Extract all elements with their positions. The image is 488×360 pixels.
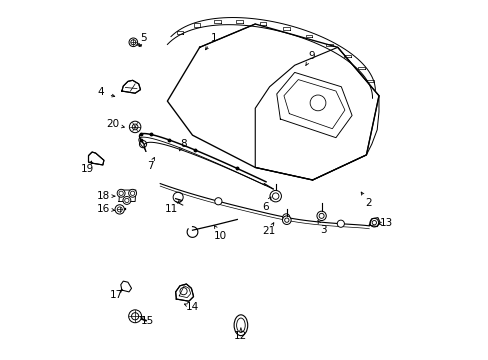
Text: 5: 5 xyxy=(140,33,146,43)
Text: 15: 15 xyxy=(140,316,153,325)
Text: 9: 9 xyxy=(307,51,314,61)
Ellipse shape xyxy=(234,315,247,336)
Circle shape xyxy=(316,211,325,221)
Polygon shape xyxy=(122,80,140,93)
Circle shape xyxy=(128,189,136,197)
Text: 20: 20 xyxy=(106,120,119,129)
Text: 12: 12 xyxy=(234,331,247,341)
Circle shape xyxy=(282,214,289,221)
Text: 18: 18 xyxy=(97,191,110,201)
Text: 3: 3 xyxy=(320,225,326,235)
Text: 11: 11 xyxy=(165,204,178,214)
Text: 17: 17 xyxy=(109,290,122,300)
Polygon shape xyxy=(175,284,193,301)
Text: 10: 10 xyxy=(213,231,226,240)
Circle shape xyxy=(122,197,131,204)
Text: 13: 13 xyxy=(379,218,392,228)
Text: 19: 19 xyxy=(81,164,94,174)
Circle shape xyxy=(115,205,124,214)
Circle shape xyxy=(269,190,281,202)
Text: 7: 7 xyxy=(146,161,153,171)
Circle shape xyxy=(128,310,142,323)
Text: 1: 1 xyxy=(210,33,217,43)
Text: 4: 4 xyxy=(98,87,104,97)
Text: 8: 8 xyxy=(180,139,186,149)
Circle shape xyxy=(129,121,141,133)
Text: 16: 16 xyxy=(97,204,110,214)
Polygon shape xyxy=(88,152,104,165)
Circle shape xyxy=(117,189,125,197)
Text: 21: 21 xyxy=(262,226,275,236)
Circle shape xyxy=(129,38,137,46)
Circle shape xyxy=(282,216,290,225)
Text: 14: 14 xyxy=(185,302,199,312)
Text: 2: 2 xyxy=(364,198,371,208)
Text: 6: 6 xyxy=(262,202,268,212)
Circle shape xyxy=(337,220,344,227)
Circle shape xyxy=(214,198,222,205)
